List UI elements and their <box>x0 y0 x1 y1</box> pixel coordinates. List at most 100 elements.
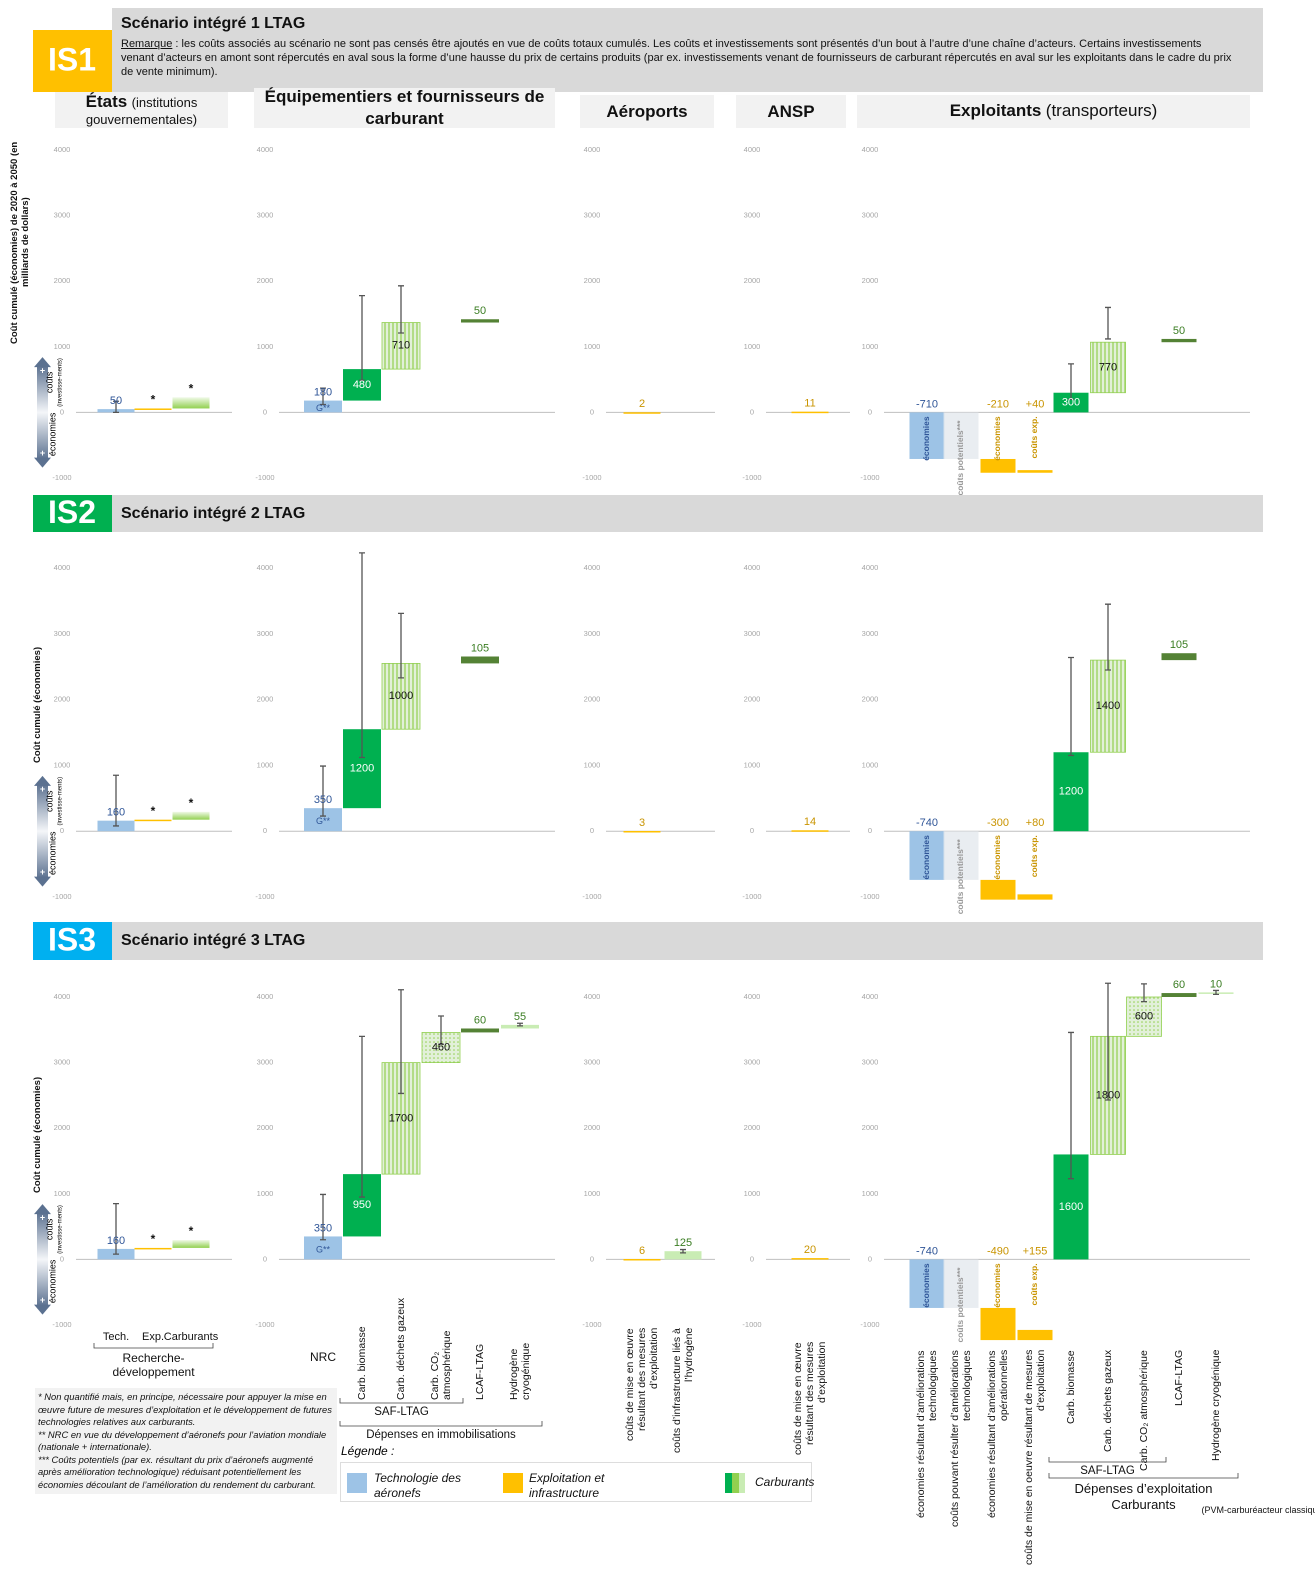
bar <box>980 879 1016 900</box>
footnote: * Non quantifié mais, en principe, néces… <box>38 1391 332 1427</box>
error-bar <box>320 387 326 406</box>
y-tick-label: -1000 <box>860 473 879 482</box>
x-tick-label: NRC <box>310 1350 336 1364</box>
y-tick-label: 0 <box>60 407 64 416</box>
value-label: 770 <box>1099 361 1117 373</box>
bar <box>172 397 210 409</box>
y-tick-label: 3000 <box>744 629 761 638</box>
error-bar <box>1105 306 1111 340</box>
y-tick-label: -1000 <box>582 892 601 901</box>
y-tick-label: 1000 <box>862 1189 879 1198</box>
bar <box>623 412 661 414</box>
arrow-head <box>34 775 51 786</box>
bar <box>172 1240 210 1248</box>
x-tick-label: coûts de mise en œuvre résultant des mes… <box>792 1342 828 1455</box>
y-tick-label: 0 <box>750 826 754 835</box>
footnote: ** NRC en vue du développement d’aéronef… <box>38 1428 327 1453</box>
y-tick-label: 1000 <box>257 342 274 351</box>
column-header: Aéroports <box>580 95 714 128</box>
value-label: 20 <box>804 1244 816 1256</box>
axis-arrow <box>37 783 48 879</box>
scenario-title: Scénario intégré 2 LTAG <box>121 505 306 522</box>
column-name: Aéroports <box>606 101 688 121</box>
y-tick-label: 2000 <box>257 695 274 704</box>
y-tick-label: 1000 <box>257 1189 274 1198</box>
bar <box>1053 752 1089 832</box>
y-tick-label: 2000 <box>257 276 274 285</box>
y-tick-label: 2000 <box>54 695 71 704</box>
arrow-label: (investisse-ments) <box>58 1205 64 1254</box>
y-tick-label: 0 <box>868 826 872 835</box>
x-tick-label: Carb. biomasse <box>1065 1350 1077 1424</box>
potential-bar <box>943 412 979 459</box>
y-tick-label: 2000 <box>257 1123 274 1132</box>
x-tick-label: Carb. CO₂ atmosphérique <box>429 1330 453 1400</box>
y-tick-label: 0 <box>750 1254 754 1263</box>
value-label: 105 <box>471 642 489 654</box>
value-label: -210 <box>987 398 1009 410</box>
y-tick-label: 1000 <box>744 342 761 351</box>
bar-note: économies <box>992 835 1002 880</box>
y-tick-label: 1000 <box>54 342 71 351</box>
value-label: 50 <box>1173 325 1185 337</box>
badge-label: IS1 <box>48 41 96 77</box>
scenario-title: Scénario intégré 3 LTAG <box>121 932 306 949</box>
bar-note: économies <box>921 1263 931 1308</box>
arrow-sign: + <box>40 448 45 458</box>
bracket-label: SAF-LTAG <box>1080 1465 1135 1477</box>
x-tick-label: coûts de mise en oeuvre résultant de mes… <box>1023 1350 1047 1566</box>
footnote: *** Coûts potentiels (par ex. résultant … <box>38 1453 316 1490</box>
x-tick-label: économies résultant d’améliorations opér… <box>986 1350 1010 1518</box>
value-label: 180 <box>314 386 332 398</box>
y-tick-label: -1000 <box>582 473 601 482</box>
y-tick-label: 3000 <box>584 629 601 638</box>
column-name: États <box>85 91 128 111</box>
y-tick-label: 2000 <box>584 276 601 285</box>
bar <box>1090 341 1126 394</box>
scenario-band <box>112 8 1263 92</box>
x-tick-label: LCAF-LTAG <box>474 1343 486 1400</box>
column-header: ANSP <box>736 95 846 128</box>
value-label: -710 <box>916 398 938 410</box>
footnotes: * Non quantifié mais, en principe, néces… <box>35 1388 337 1494</box>
y-axis-title: Coût cumulé (économies) <box>32 1076 43 1194</box>
value-label: 160 <box>107 1235 125 1247</box>
bracket-label: Dépenses en immobilisations <box>366 1429 516 1441</box>
bracket <box>1048 1457 1167 1463</box>
y-tick-label: 3000 <box>54 1058 71 1067</box>
error-bar <box>1068 656 1074 757</box>
legend-label: Technologie des aéronefs <box>374 1471 461 1500</box>
y-tick-label: 0 <box>263 407 267 416</box>
y-tick-label: 1000 <box>257 760 274 769</box>
y-tick-label: 4000 <box>584 145 601 154</box>
value-label: 1000 <box>389 690 413 702</box>
y-tick-label: 3000 <box>257 211 274 220</box>
bracket-label: SAF-LTAG <box>374 1406 429 1418</box>
bar-note: coûts potentiels*** <box>955 1267 965 1343</box>
column-detail: (transporteurs) <box>1045 101 1158 120</box>
y-tick-label: 0 <box>750 407 754 416</box>
y-tick-label: -1000 <box>52 1320 71 1329</box>
x-tick-label: LCAF-LTAG <box>1173 1350 1185 1407</box>
y-tick-label: 2000 <box>54 276 71 285</box>
error-bar <box>1213 989 1219 996</box>
arrow-head <box>34 457 51 468</box>
y-tick-label: 2000 <box>862 695 879 704</box>
arrow-sign: + <box>40 1213 45 1223</box>
y-tick-label: 1000 <box>54 1189 71 1198</box>
value-label: -490 <box>987 1245 1009 1257</box>
value-label: 1400 <box>1096 700 1120 712</box>
value-label: +40 <box>1026 398 1045 410</box>
value-label: 950 <box>353 1199 371 1211</box>
value-label: 105 <box>1170 639 1188 651</box>
y-tick-label: -1000 <box>742 892 761 901</box>
value-label: 1200 <box>350 763 374 775</box>
bar <box>134 1247 172 1250</box>
y-tick-label: 3000 <box>862 1058 879 1067</box>
error-bar <box>113 400 119 414</box>
error-bar <box>1105 982 1111 1101</box>
bar-note: coûts potentiels*** <box>955 839 965 915</box>
arrow-label: économies <box>47 412 57 456</box>
value-label: * <box>189 796 194 810</box>
